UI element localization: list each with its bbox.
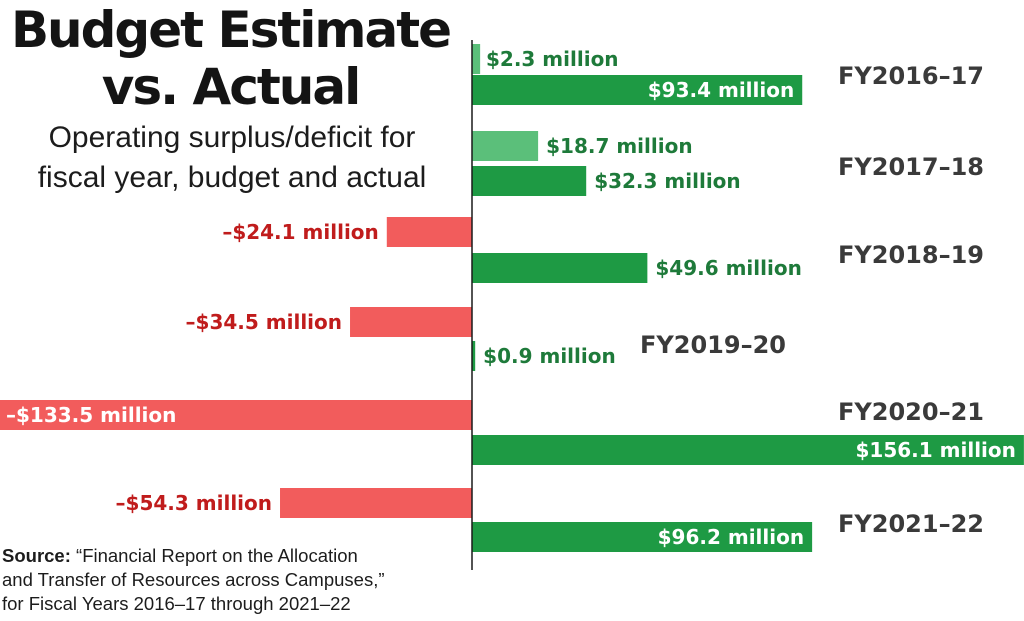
actual-label-fy6: $96.2 million	[658, 525, 804, 549]
year-label-fy5: FY2020–21	[838, 398, 984, 426]
actual-label-fy1: $93.4 million	[648, 78, 794, 102]
budget-label-fy6: –$54.3 million	[116, 491, 272, 515]
budget-bar-fy6	[280, 488, 472, 518]
budget-bar-fy5	[0, 400, 472, 430]
labels-layer: $2.3 million $93.4 million FY2016–17 $18.7 …	[6, 47, 1016, 549]
budget-label-fy4: –$34.5 million	[186, 310, 342, 334]
budget-label-fy2: $18.7 million	[546, 134, 692, 158]
source-label: Source:	[2, 545, 71, 566]
budget-label-fy5: –$133.5 million	[6, 403, 176, 427]
budget-label-fy1: $2.3 million	[486, 47, 619, 71]
actual-label-fy5: $156.1 million	[856, 438, 1016, 462]
budget-bar-fy3	[386, 217, 472, 247]
actual-label-fy3: $49.6 million	[655, 256, 801, 280]
source-line-1: “Financial Report on the Allocation	[76, 545, 358, 566]
actual-bar-fy3	[472, 253, 648, 283]
budget-bar-fy4	[350, 307, 472, 337]
chart-title: Budget Estimate vs. Actual	[8, 2, 453, 116]
chart-subtitle: Operating surplus/deficit for fiscal yea…	[2, 118, 462, 198]
year-label-fy1: FY2016–17	[838, 62, 984, 90]
year-label-fy4: FY2019–20	[640, 331, 786, 359]
year-label-fy6: FY2021–22	[838, 510, 984, 538]
year-label-fy2: FY2017–18	[838, 153, 984, 181]
year-label-fy3: FY2018–19	[838, 241, 984, 269]
source-note: Source: “Financial Report on the Allocat…	[2, 544, 462, 616]
title-line-2: vs. Actual	[101, 58, 361, 116]
budget-bar-fy2	[472, 131, 539, 161]
actual-label-fy4: $0.9 million	[483, 344, 616, 368]
actual-bar-fy4	[472, 341, 476, 371]
actual-bar-fy2	[472, 166, 587, 196]
actual-label-fy2: $32.3 million	[594, 169, 740, 193]
budget-bar-fy1	[472, 44, 481, 74]
actual-bar-fy5	[472, 435, 1024, 465]
subtitle-line-2: fiscal year, budget and actual	[37, 161, 427, 194]
source-line-3: for Fiscal Years 2016–17 through 2021–22	[2, 593, 351, 614]
bars-layer	[0, 44, 1024, 552]
source-line-2: and Transfer of Resources across Campuse…	[2, 569, 385, 590]
budget-label-fy3: –$24.1 million	[222, 220, 378, 244]
subtitle-line-1: Operating surplus/deficit for	[48, 121, 416, 154]
actual-bar-fy1	[472, 75, 803, 105]
actual-bar-fy6	[472, 522, 813, 552]
title-line-1: Budget Estimate	[10, 1, 452, 59]
